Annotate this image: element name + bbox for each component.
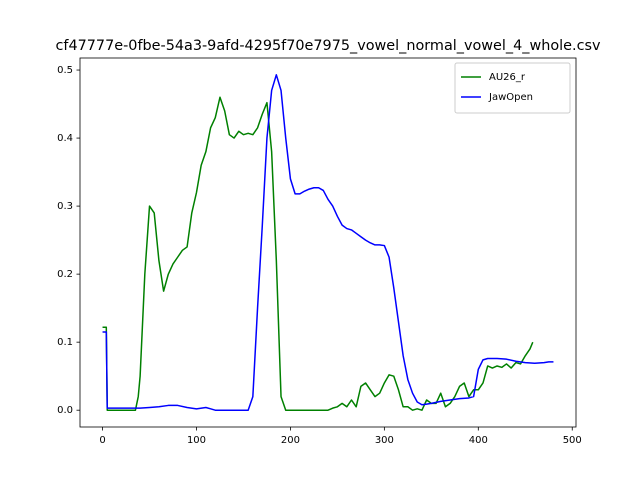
y-tick-label: 0.1: [57, 337, 73, 348]
x-tick-label: 400: [469, 435, 488, 446]
x-tick-label: 100: [187, 435, 206, 446]
x-tick-label: 300: [375, 435, 394, 446]
y-tick-label: 0.0: [57, 405, 73, 416]
x-tick-label: 0: [99, 435, 105, 446]
x-tick-label: 500: [563, 435, 582, 446]
y-tick-label: 0.2: [57, 269, 73, 280]
legend-box: [454, 62, 571, 114]
legend-label: JawOpen: [488, 92, 533, 103]
y-tick-label: 0.5: [57, 65, 73, 76]
axes-frame: [79, 57, 577, 428]
x-tick-label: 200: [281, 435, 300, 446]
y-tick-label: 0.4: [57, 133, 73, 144]
legend-label: AU26_r: [489, 72, 526, 83]
chart-title: cf47777e-0fbe-54a3-9afd-4295f70e7975_vow…: [55, 38, 601, 54]
line: [102, 96, 534, 411]
line: [102, 74, 554, 411]
y-tick-label: 0.3: [57, 201, 73, 212]
